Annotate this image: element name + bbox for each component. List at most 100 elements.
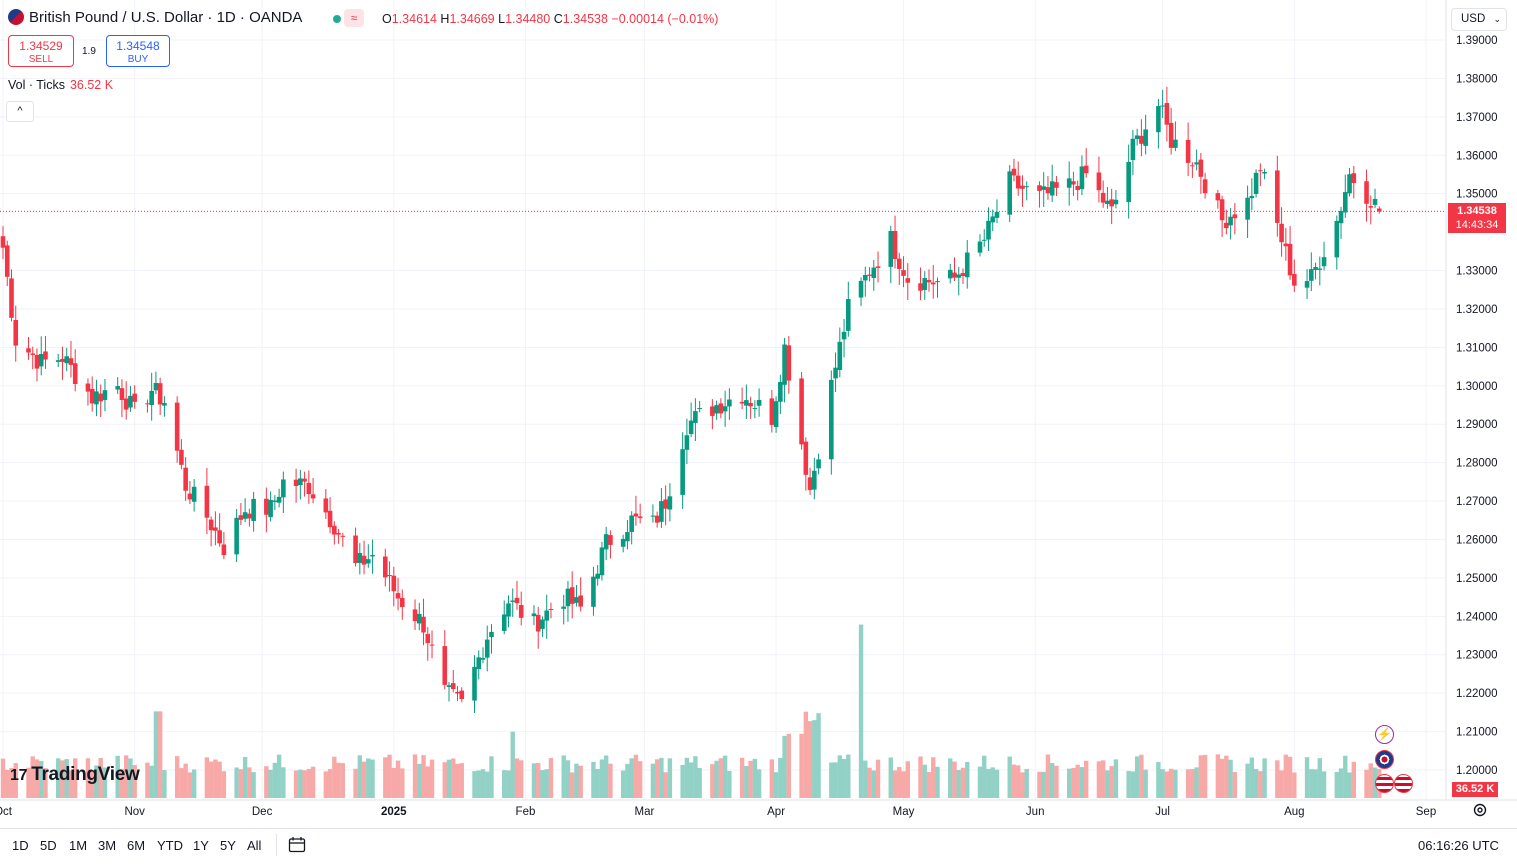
currency-select[interactable]: USD ⌄ bbox=[1451, 8, 1507, 31]
candle-body bbox=[213, 527, 218, 531]
candle-body bbox=[531, 613, 537, 617]
volume-bar bbox=[565, 760, 571, 798]
utc-clock[interactable]: 06:16:26 UTC bbox=[1418, 838, 1499, 853]
candle-body bbox=[1109, 199, 1114, 207]
candle-body bbox=[1202, 179, 1208, 194]
volume-bar bbox=[13, 763, 18, 798]
settings-gear-icon[interactable] bbox=[1472, 802, 1488, 818]
candle-body bbox=[901, 270, 906, 276]
volume-bar bbox=[276, 754, 282, 798]
candle-body bbox=[157, 383, 163, 405]
volume-bar bbox=[846, 754, 851, 798]
volume-bar bbox=[1134, 756, 1140, 798]
candle-body bbox=[756, 399, 762, 406]
us-event-icon-2[interactable] bbox=[1394, 774, 1413, 793]
volume-bar bbox=[1173, 769, 1178, 798]
volume-bar bbox=[64, 759, 69, 798]
volume-bar bbox=[536, 763, 541, 798]
volume-bar bbox=[1368, 763, 1373, 798]
price-tick-label: 1.33000 bbox=[1456, 266, 1498, 278]
candle-body bbox=[204, 485, 210, 518]
volume-bar bbox=[306, 769, 312, 798]
buy-button[interactable]: 1.34548 BUY bbox=[106, 35, 170, 67]
volume-bar bbox=[807, 721, 813, 798]
volume-bar bbox=[476, 770, 481, 798]
volume-bar bbox=[540, 770, 545, 798]
candle-body bbox=[1160, 105, 1165, 107]
volume-bar bbox=[982, 755, 987, 798]
range-button-6m[interactable]: 6M bbox=[127, 838, 146, 853]
candle-body bbox=[476, 657, 482, 670]
range-button-all[interactable]: All bbox=[247, 838, 262, 853]
volume-bar bbox=[1143, 769, 1148, 798]
volume-bar bbox=[251, 772, 256, 798]
range-button-1d[interactable]: 1D bbox=[12, 838, 29, 853]
candle-body bbox=[501, 614, 507, 631]
volume-bar bbox=[1309, 769, 1314, 798]
candle-body bbox=[179, 449, 184, 465]
candle-body bbox=[442, 646, 448, 685]
candle-body bbox=[837, 341, 843, 371]
candle-body bbox=[1011, 168, 1017, 176]
symbol-title[interactable]: British Pound / U.S. Dollar · 1D · OANDA bbox=[8, 9, 302, 26]
range-button-ytd[interactable]: YTD bbox=[157, 838, 183, 853]
volume-bar bbox=[897, 766, 902, 798]
uk-event-icon[interactable] bbox=[1375, 750, 1394, 769]
range-button-5y[interactable]: 5Y bbox=[220, 838, 236, 853]
price-tick-label: 1.39000 bbox=[1456, 35, 1498, 47]
candle-body bbox=[591, 576, 596, 607]
volume-bar bbox=[875, 759, 881, 798]
volume-bar bbox=[994, 769, 1000, 798]
candle-body bbox=[272, 500, 278, 502]
volume-bar bbox=[960, 767, 966, 798]
us-event-icon[interactable] bbox=[1375, 774, 1394, 793]
volume-bar bbox=[302, 770, 307, 798]
time-tick-label: Mar bbox=[635, 806, 655, 818]
candle-body bbox=[208, 519, 214, 531]
candle-body bbox=[1198, 159, 1204, 177]
tradingview-logo[interactable]: 17 TradingView bbox=[10, 764, 140, 785]
calendar-go-to-date-icon[interactable] bbox=[288, 836, 306, 853]
candle-body bbox=[595, 573, 600, 579]
volume-bar bbox=[965, 761, 970, 798]
volume-bar bbox=[867, 767, 872, 798]
candle-body bbox=[30, 353, 36, 355]
spread-value: 1.9 bbox=[82, 46, 96, 57]
candle-body bbox=[382, 556, 388, 578]
candle-body bbox=[684, 435, 690, 450]
volume-bar bbox=[1066, 768, 1072, 798]
range-button-5d[interactable]: 5D bbox=[40, 838, 57, 853]
range-button-1m[interactable]: 1M bbox=[69, 838, 88, 853]
collapse-legend-button[interactable]: ^ bbox=[6, 101, 34, 122]
candle-body bbox=[510, 600, 516, 602]
sell-button[interactable]: 1.34529 SELL bbox=[8, 35, 74, 67]
candle-body bbox=[1100, 192, 1106, 203]
candle-body bbox=[1347, 174, 1352, 194]
volume-bar bbox=[544, 769, 549, 798]
candle-body bbox=[1313, 267, 1318, 270]
candle-body bbox=[603, 534, 609, 550]
volume-bar bbox=[888, 757, 893, 798]
volume-bar bbox=[599, 759, 605, 798]
range-button-3m[interactable]: 3M bbox=[98, 838, 117, 853]
volume-bar bbox=[688, 762, 694, 798]
volume-bar bbox=[1105, 770, 1110, 798]
volume-legend-value: 36.52 K bbox=[69, 78, 114, 92]
range-button-1y[interactable]: 1Y bbox=[193, 838, 209, 853]
candle-body bbox=[1045, 187, 1051, 194]
candle-body bbox=[395, 593, 401, 599]
candle-body bbox=[905, 278, 911, 283]
volume-legend[interactable]: Vol · Ticks 36.52 K bbox=[8, 78, 113, 92]
candle-body bbox=[727, 399, 732, 407]
wave-icon[interactable]: ≈ bbox=[344, 9, 364, 27]
lightning-event-icon[interactable]: ⚡ bbox=[1375, 725, 1394, 744]
volume-bar bbox=[43, 768, 48, 798]
candle-body bbox=[1321, 257, 1327, 267]
volume-bar bbox=[417, 763, 422, 798]
volume-bar bbox=[697, 767, 702, 798]
volume-bar bbox=[1279, 770, 1284, 798]
gbp-usd-flag-icon bbox=[8, 9, 24, 25]
volume-bar bbox=[1334, 771, 1339, 798]
candle-body bbox=[217, 530, 222, 544]
